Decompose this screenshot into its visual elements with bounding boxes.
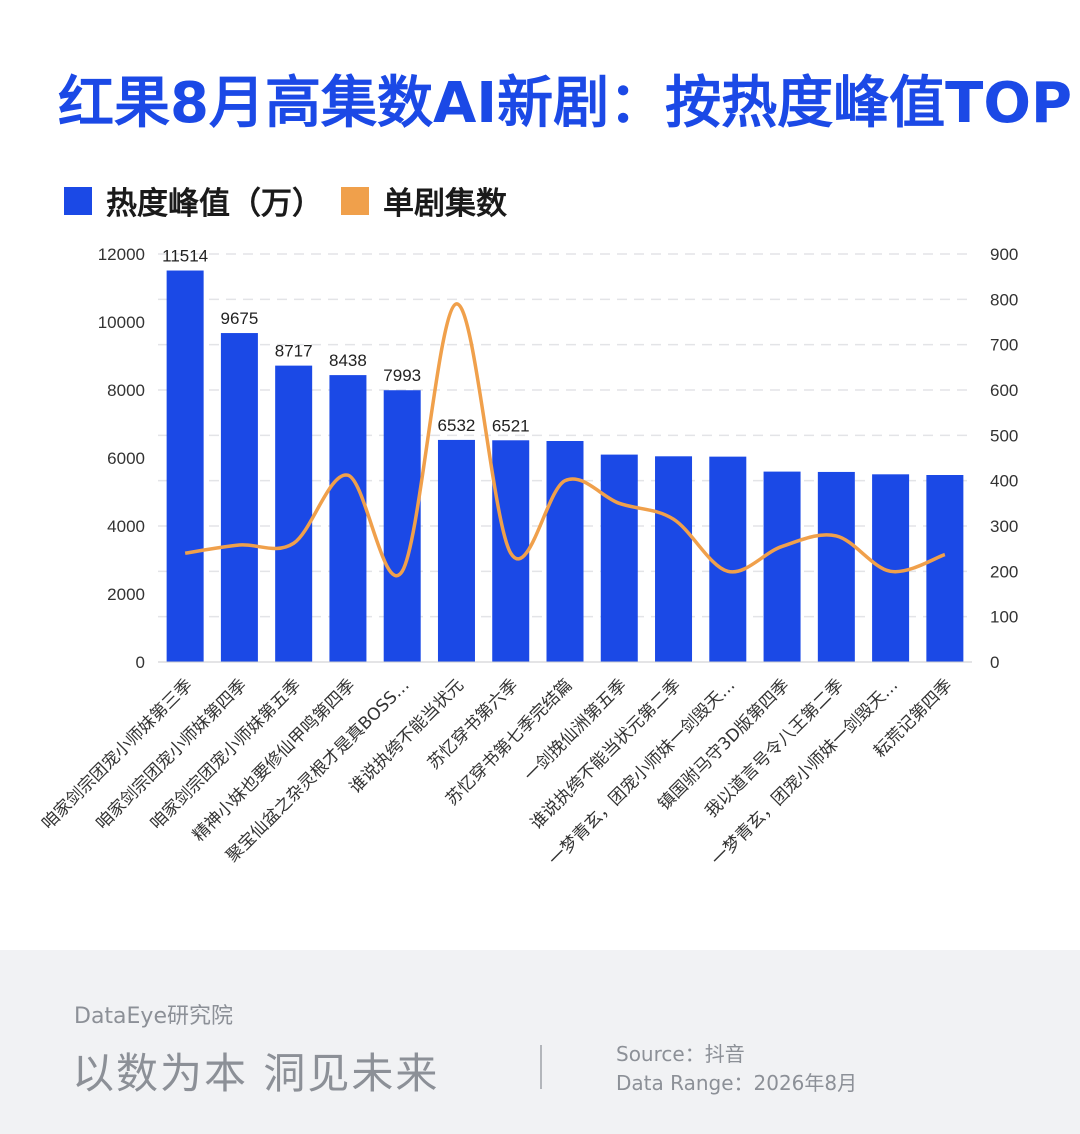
y-right-tick-label: 800 — [990, 290, 1018, 309]
y-right-tick-label: 900 — [990, 245, 1018, 264]
bar — [166, 270, 204, 662]
y-right-tick-label: 300 — [990, 517, 1018, 536]
y-left-tick-label: 12000 — [98, 245, 145, 264]
bar — [655, 456, 693, 662]
y-right-tick-label: 400 — [990, 472, 1018, 491]
bar — [600, 454, 638, 662]
legend-item-episodes: 单剧集数 — [341, 178, 507, 223]
source-text: Source：抖音 — [616, 1042, 745, 1066]
chart-legend: 热度峰值（万） 单剧集数 — [64, 178, 507, 223]
series-line-episodes — [184, 302, 946, 578]
legend-swatch-heat — [64, 186, 92, 215]
footer-divider — [540, 1045, 542, 1089]
legend-label-heat: 热度峰值（万） — [106, 186, 323, 222]
y-right-tick-label: 200 — [990, 562, 1018, 581]
bar — [872, 474, 910, 662]
data-label: 6521 — [492, 416, 530, 435]
y-left-tick-label: 8000 — [107, 381, 145, 400]
bar — [817, 471, 855, 662]
y-right-tick-label: 700 — [990, 336, 1018, 355]
x-category-label: 一剑挽仙洲第五季 — [520, 675, 630, 785]
bar — [709, 456, 747, 662]
y-right-tick-label: 600 — [990, 381, 1018, 400]
data-label: 11514 — [162, 247, 208, 266]
data-label: 8717 — [275, 342, 313, 361]
y-left-tick-label: 0 — [136, 653, 145, 672]
legend-swatch-episodes — [341, 186, 369, 215]
y-left-tick-label: 10000 — [98, 313, 145, 332]
y-left-tick-label: 4000 — [107, 517, 145, 536]
y-left-tick-label: 2000 — [107, 585, 145, 604]
data-label: 9675 — [220, 309, 258, 328]
data-label: 8438 — [329, 351, 367, 370]
data-range-text: Data Range：2026年8月 — [616, 1071, 858, 1095]
footer: DataEye研究院 以数为本 洞见未来 Source：抖音 Data Rang… — [0, 950, 1080, 1134]
legend-label-episodes: 单剧集数 — [383, 186, 507, 222]
bar — [763, 471, 801, 662]
y-right-tick-label: 100 — [990, 608, 1018, 627]
y-left-tick-label: 6000 — [107, 449, 145, 468]
combo-chart: 0 100 200 300 400 500 600 700 800 900 0 2000 4000 600… — [38, 245, 1018, 870]
bar — [437, 439, 475, 662]
bar — [546, 441, 584, 662]
data-label: 6532 — [438, 416, 476, 435]
y-right-tick-label: 0 — [990, 653, 999, 672]
bar — [220, 333, 258, 662]
legend-item-heat: 热度峰值（万） — [64, 178, 323, 223]
bar — [275, 365, 313, 662]
data-label: 7993 — [383, 366, 421, 385]
bar — [329, 375, 367, 662]
page-title: 红果8月高集数AI新剧：按热度峰值TOP — [58, 71, 1072, 136]
slogan: 以数为本 洞见未来 — [72, 1049, 440, 1098]
source-block: Source：抖音 Data Range：2026年8月 — [616, 1040, 857, 1098]
bar — [926, 475, 964, 662]
brand-name: DataEye研究院 — [74, 1004, 233, 1029]
y-right-tick-label: 500 — [990, 426, 1018, 445]
